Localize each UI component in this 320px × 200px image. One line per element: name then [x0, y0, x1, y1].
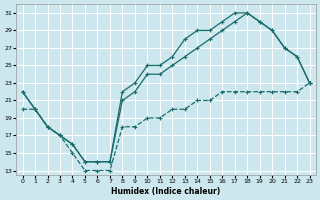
- X-axis label: Humidex (Indice chaleur): Humidex (Indice chaleur): [111, 187, 221, 196]
